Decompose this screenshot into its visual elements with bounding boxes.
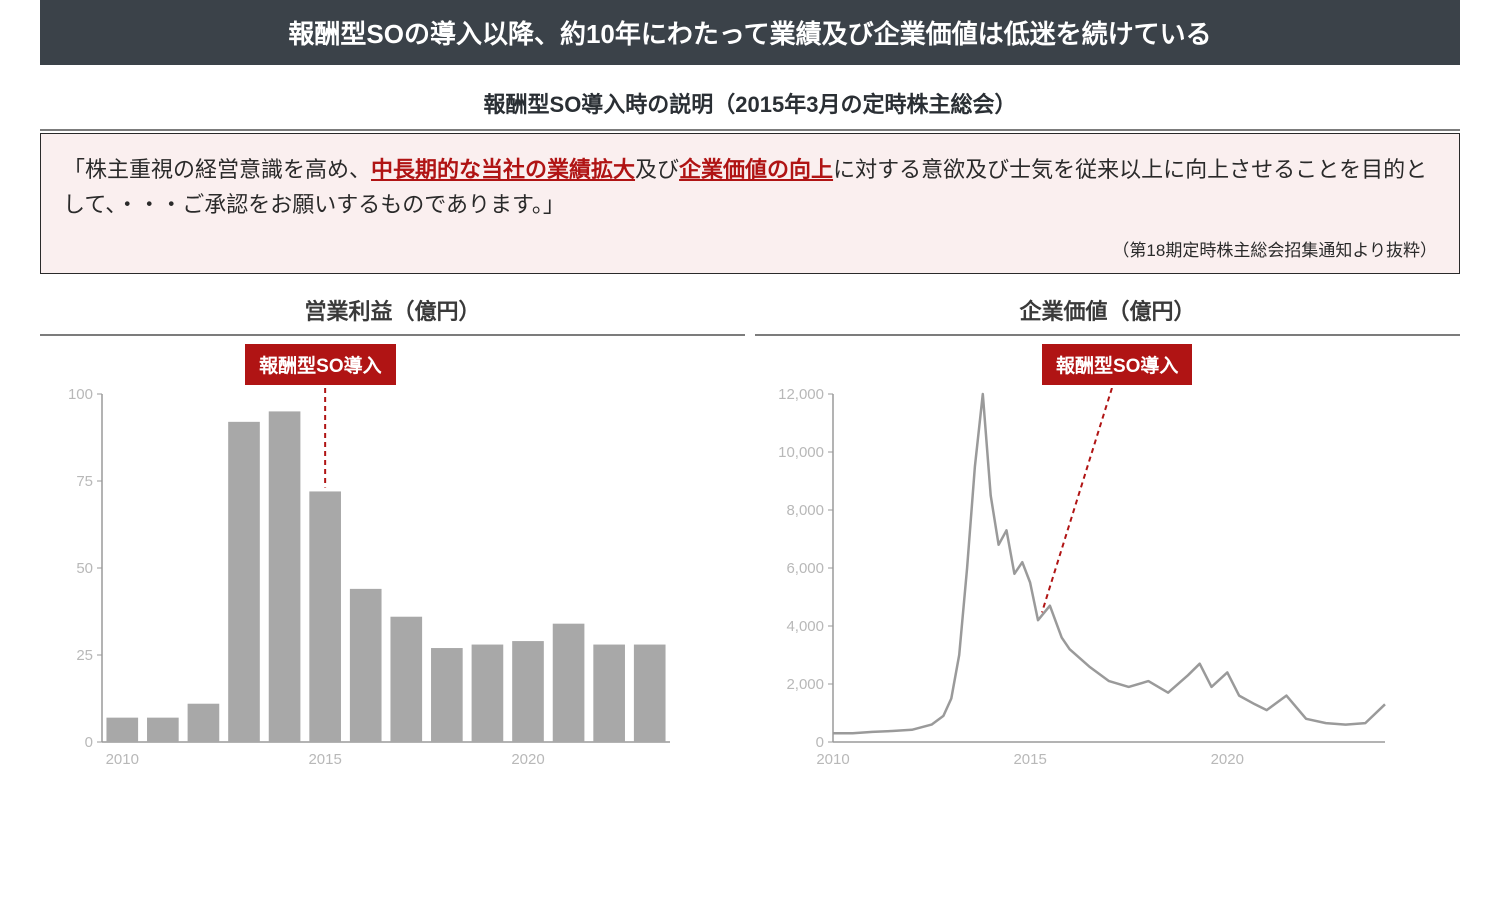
quote-mid: 及び [635, 157, 679, 182]
chart-right-callout-wrap: 報酬型SO導入 [755, 344, 1460, 388]
chart-left-holder: 0 25 50 75 100 2010 2015 2020 [40, 388, 745, 778]
charts-row: 営業利益（億円） 報酬型SO導入 0255075100201020152020 … [40, 294, 1460, 778]
bar [472, 645, 504, 742]
svg-text:2015: 2015 [308, 751, 341, 768]
chart-right-callout: 報酬型SO導入 [1042, 344, 1192, 385]
slide: 報酬型SOの導入以降、約10年にわたって業績及び企業価値は低迷を続けている 報酬… [0, 0, 1500, 808]
chart-right-title: 企業価値（億円） [755, 294, 1460, 336]
bar [350, 589, 382, 742]
bar [634, 645, 666, 742]
chart-right-col: 企業価値（億円） 報酬型SO導入 0 2,000 4,000 6,000 8,000 10… [755, 294, 1460, 778]
quote-pre: 「株主重視の経営意識を高め、 [63, 157, 371, 182]
bar [431, 648, 463, 742]
quote-panel: 「株主重視の経営意識を高め、中長期的な当社の業績拡大及び企業価値の向上に対する意… [40, 133, 1460, 274]
svg-text:2020: 2020 [511, 751, 544, 768]
svg-text:4,000: 4,000 [786, 618, 824, 635]
svg-text:6,000: 6,000 [786, 560, 824, 577]
quote-highlight-2: 企業価値の向上 [679, 157, 833, 182]
svg-text:100: 100 [68, 388, 93, 403]
svg-text:25: 25 [76, 647, 93, 664]
bar [147, 718, 179, 742]
chart-left-callout-wrap: 報酬型SO導入 [40, 344, 745, 388]
slide-subtitle: 報酬型SO導入時の説明（2015年3月の定時株主総会） [40, 79, 1460, 131]
bar [106, 718, 138, 742]
quote-text: 「株主重視の経営意識を高め、中長期的な当社の業績拡大及び企業価値の向上に対する意… [63, 152, 1437, 222]
bar [228, 422, 260, 742]
bar [269, 412, 301, 743]
bar [188, 704, 220, 742]
quote-source: （第18期定時株主総会招集通知より抜粋） [63, 236, 1437, 261]
bar-chart: 0 25 50 75 100 2010 2015 2020 [40, 388, 680, 778]
chart-right-holder: 0 2,000 4,000 6,000 8,000 10,000 12,000 2010 201… [755, 388, 1460, 778]
svg-text:2,000: 2,000 [786, 676, 824, 693]
slide-title: 報酬型SOの導入以降、約10年にわたって業績及び企業価値は低迷を続けている [40, 0, 1460, 65]
chart-left-title: 営業利益（億円） [40, 294, 745, 336]
line-series [833, 394, 1385, 733]
bar [390, 617, 422, 742]
svg-text:75: 75 [76, 473, 93, 490]
quote-highlight-1: 中長期的な当社の業績拡大 [371, 157, 635, 182]
bar [593, 645, 625, 742]
svg-text:2010: 2010 [106, 751, 139, 768]
svg-text:2020: 2020 [1211, 751, 1244, 768]
bar [309, 492, 341, 743]
chart-left-callout: 報酬型SO導入 [245, 344, 395, 385]
svg-text:0: 0 [816, 734, 824, 751]
svg-text:2010: 2010 [816, 751, 849, 768]
svg-text:2015: 2015 [1013, 751, 1046, 768]
svg-text:50: 50 [76, 560, 93, 577]
bar [553, 624, 585, 742]
annotation-line [1042, 388, 1112, 612]
svg-text:8,000: 8,000 [786, 502, 824, 519]
line-chart: 0 2,000 4,000 6,000 8,000 10,000 12,000 2010 201… [755, 388, 1395, 778]
bar [512, 641, 544, 742]
svg-text:10,000: 10,000 [778, 444, 824, 461]
svg-text:12,000: 12,000 [778, 388, 824, 403]
chart-left-col: 営業利益（億円） 報酬型SO導入 0 25 50 75 100 2010 2015 2020 [40, 294, 745, 778]
svg-text:0: 0 [85, 734, 93, 751]
